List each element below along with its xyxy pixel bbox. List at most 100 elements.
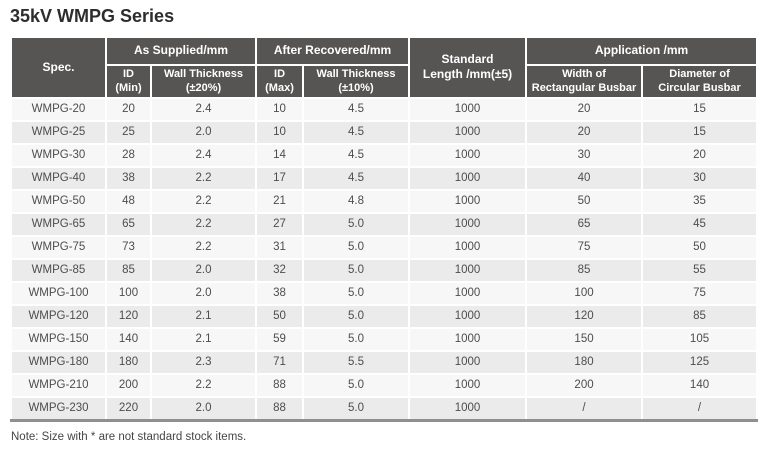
value-cell: 71: [255, 349, 305, 375]
header-group-row: Spec. As Supplied/mm After Recovered/mm …: [10, 36, 759, 99]
value-cell: 1000: [408, 395, 528, 422]
value-cell: 2.0: [149, 280, 258, 306]
value-cell: 1000: [408, 211, 528, 237]
value-cell: 30: [525, 142, 644, 168]
value-cell: 21: [255, 188, 305, 214]
value-cell: 85: [641, 303, 759, 329]
table-row: WMPG-65 65 2.2 27 5.0 1000 65 45: [10, 211, 759, 237]
value-cell: 85: [525, 257, 644, 283]
spec-cell: WMPG-25: [10, 119, 107, 145]
value-cell: 5.5: [302, 349, 411, 375]
value-cell: 20: [105, 96, 152, 122]
spec-table: Spec. As Supplied/mm After Recovered/mm …: [10, 36, 759, 422]
value-cell: 75: [525, 234, 644, 260]
spec-cell: WMPG-30: [10, 142, 107, 168]
value-cell: 5.0: [302, 234, 411, 260]
value-cell: 1000: [408, 303, 528, 329]
value-cell: /: [641, 395, 759, 422]
value-cell: 2.0: [149, 395, 258, 422]
wall-thickness-10-header: Wall Thickness (±10%): [302, 64, 411, 99]
value-cell: 1000: [408, 349, 528, 375]
table-row: WMPG-100 100 2.0 38 5.0 1000 100 75: [10, 280, 759, 306]
value-cell: 30: [641, 165, 759, 191]
value-cell: 65: [525, 211, 644, 237]
value-cell: 38: [255, 280, 305, 306]
value-cell: 35: [641, 188, 759, 214]
spec-cell: WMPG-20: [10, 96, 107, 122]
table-row: WMPG-75 73 2.2 31 5.0 1000 75 50: [10, 234, 759, 260]
spec-cell: WMPG-180: [10, 349, 107, 375]
value-cell: 65: [105, 211, 152, 237]
value-cell: 4.5: [302, 96, 411, 122]
wall-thickness-20-header: Wall Thickness (±20%): [149, 64, 258, 99]
value-cell: 15: [641, 119, 759, 145]
value-cell: 4.5: [302, 119, 411, 145]
table-row: WMPG-180 180 2.3 71 5.5 1000 180 125: [10, 349, 759, 375]
after-recovered-group-header: After Recovered/mm: [255, 36, 411, 66]
value-cell: 5.0: [302, 211, 411, 237]
width-rect-busbar-header: Width of Rectangular Busbar: [525, 64, 644, 99]
value-cell: 5.0: [302, 280, 411, 306]
table-row: WMPG-150 140 2.1 59 5.0 1000 150 105: [10, 326, 759, 352]
value-cell: 4.5: [302, 142, 411, 168]
value-cell: 88: [255, 372, 305, 398]
value-cell: 2.4: [149, 96, 258, 122]
value-cell: 5.0: [302, 303, 411, 329]
id-max-header: ID (Max): [255, 64, 305, 99]
value-cell: 140: [105, 326, 152, 352]
value-cell: 50: [525, 188, 644, 214]
table-body: WMPG-20 20 2.4 10 4.5 1000 20 15 WMPG-25 25 2.0 10 4…: [10, 96, 759, 422]
value-cell: 220: [105, 395, 152, 422]
spec-cell: WMPG-50: [10, 188, 107, 214]
value-cell: 2.3: [149, 349, 258, 375]
value-cell: 15: [641, 96, 759, 122]
table-row: WMPG-20 20 2.4 10 4.5 1000 20 15: [10, 96, 759, 122]
value-cell: 20: [641, 142, 759, 168]
value-cell: 1000: [408, 234, 528, 260]
value-cell: 50: [255, 303, 305, 329]
value-cell: 14: [255, 142, 305, 168]
value-cell: 150: [525, 326, 644, 352]
value-cell: 27: [255, 211, 305, 237]
spec-header: Spec.: [10, 36, 107, 99]
value-cell: 1000: [408, 165, 528, 191]
page: 35kV WMPG Series Spec. As Supplied/mm Af…: [10, 6, 759, 443]
value-cell: 31: [255, 234, 305, 260]
value-cell: 120: [525, 303, 644, 329]
note-text: Note: Size with * are not standard stock…: [11, 430, 247, 443]
value-cell: 45: [641, 211, 759, 237]
spec-cell: WMPG-230: [10, 395, 107, 422]
value-cell: 2.1: [149, 326, 258, 352]
value-cell: /: [525, 395, 644, 422]
value-cell: 2.2: [149, 234, 258, 260]
value-cell: 1000: [408, 119, 528, 145]
value-cell: 55: [641, 257, 759, 283]
table-row: WMPG-40 38 2.2 17 4.5 1000 40 30: [10, 165, 759, 191]
value-cell: 2.2: [149, 188, 258, 214]
value-cell: 200: [525, 372, 644, 398]
table-row: WMPG-85 85 2.0 32 5.0 1000 85 55: [10, 257, 759, 283]
spec-cell: WMPG-65: [10, 211, 107, 237]
table-row: WMPG-25 25 2.0 10 4.5 1000 20 15: [10, 119, 759, 145]
value-cell: 2.2: [149, 211, 258, 237]
value-cell: 10: [255, 96, 305, 122]
value-cell: 2.0: [149, 119, 258, 145]
spec-cell: WMPG-100: [10, 280, 107, 306]
value-cell: 4.8: [302, 188, 411, 214]
header-sub-row: ID (Min) Wall Thickness (±20%) ID (Max) …: [11, 64, 759, 99]
value-cell: 5.0: [302, 326, 411, 352]
value-cell: 38: [105, 165, 152, 191]
value-cell: 40: [525, 165, 644, 191]
value-cell: 10: [255, 119, 305, 145]
spec-cell: WMPG-85: [10, 257, 107, 283]
value-cell: 1000: [408, 326, 528, 352]
value-cell: 1000: [408, 142, 528, 168]
value-cell: 5.0: [302, 257, 411, 283]
spec-cell: WMPG-150: [10, 326, 107, 352]
value-cell: 125: [641, 349, 759, 375]
value-cell: 2.2: [149, 165, 258, 191]
value-cell: 200: [105, 372, 152, 398]
value-cell: 5.0: [302, 395, 411, 422]
value-cell: 105: [641, 326, 759, 352]
value-cell: 88: [255, 395, 305, 422]
